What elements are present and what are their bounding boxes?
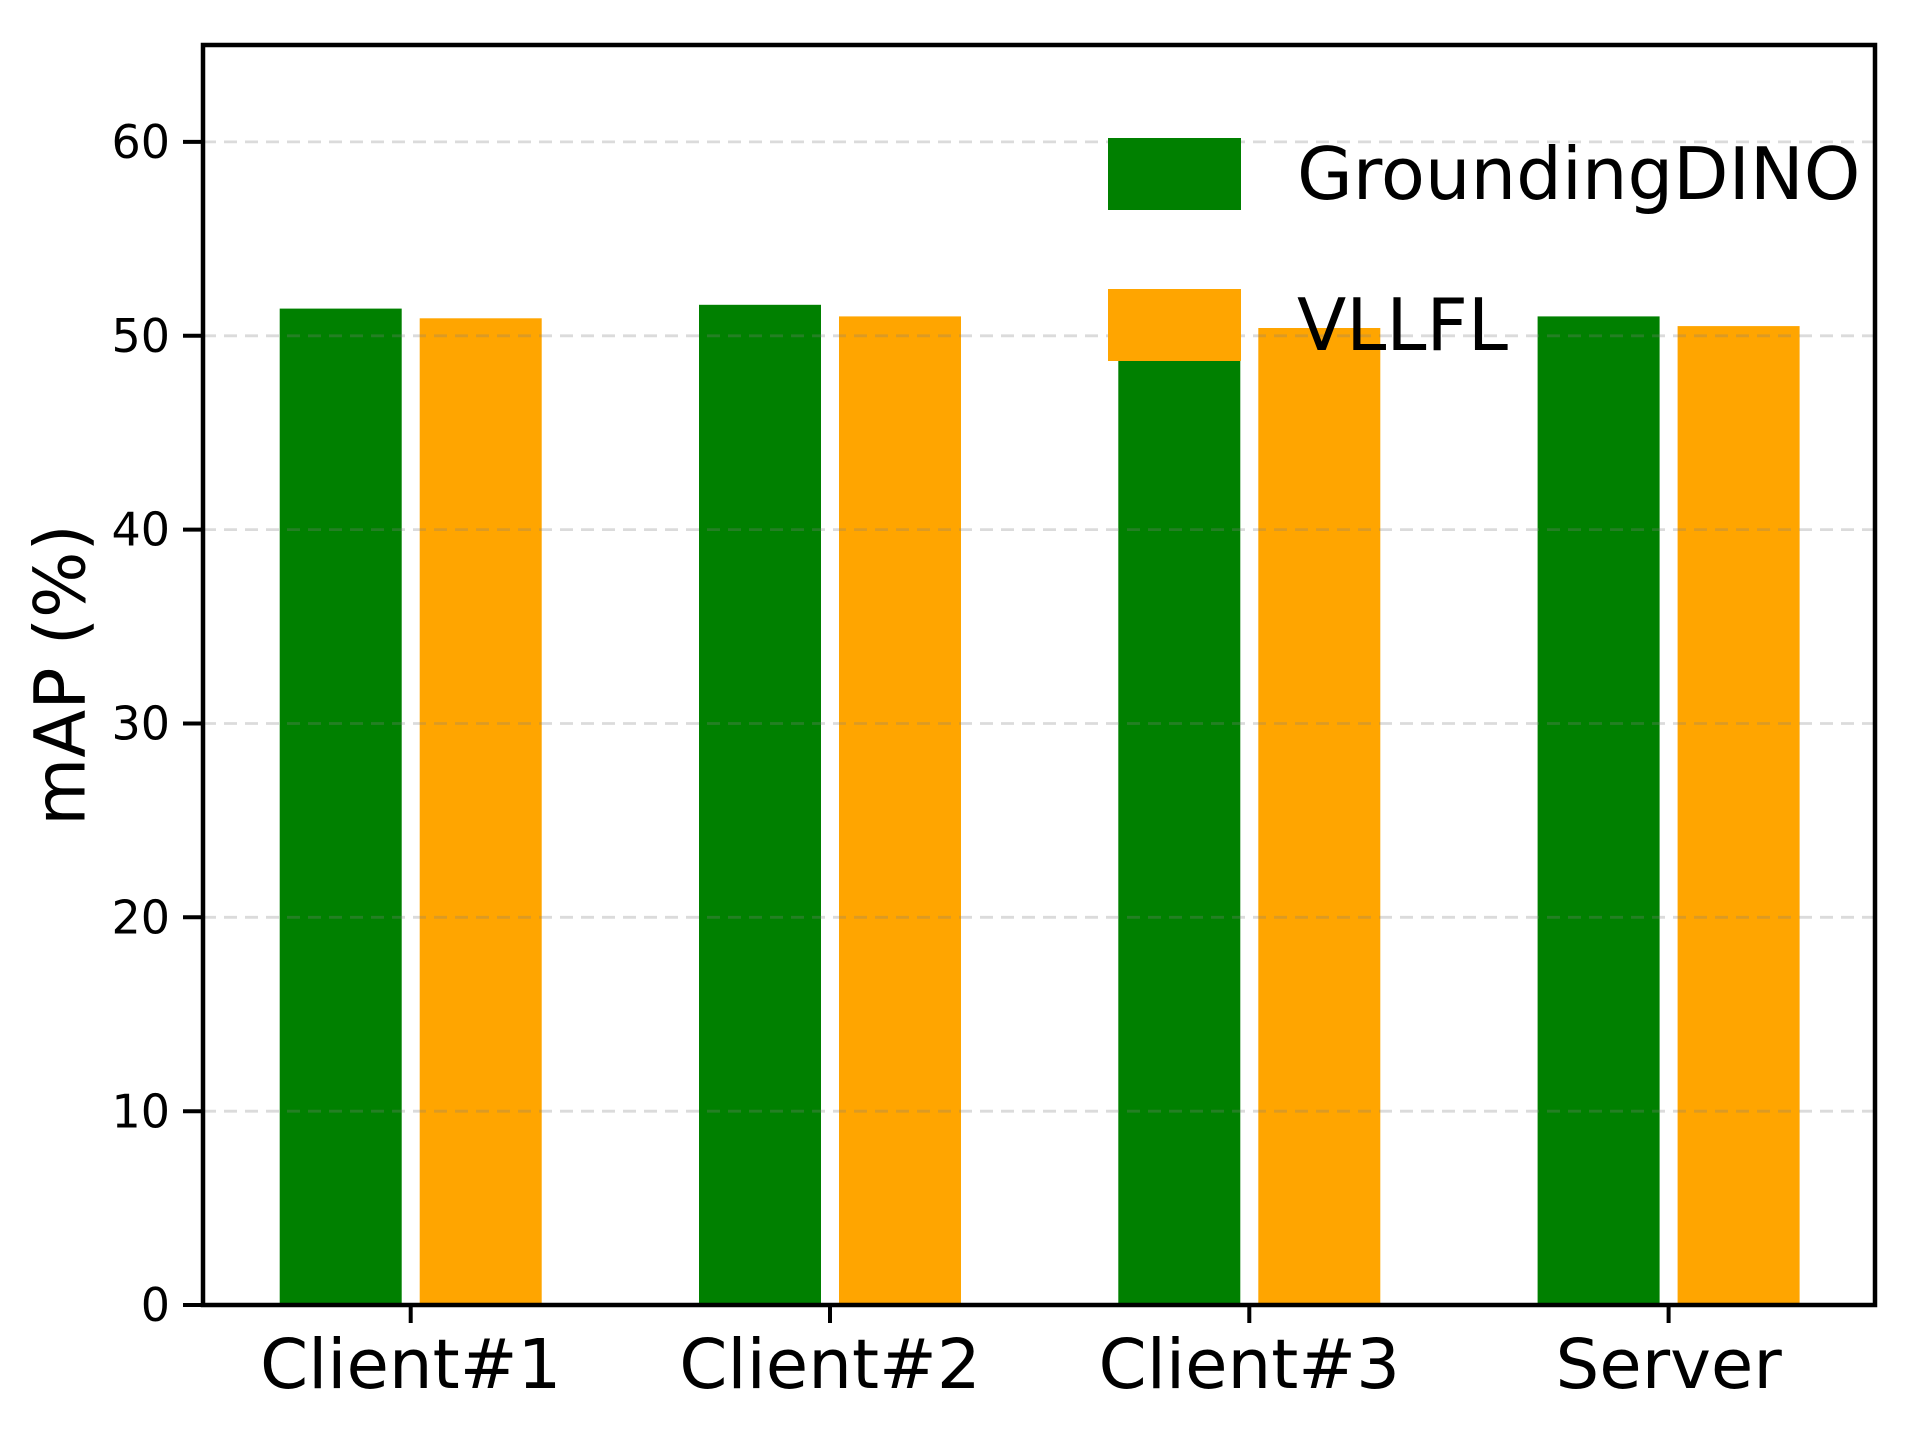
bar-groundingdino-client3 (1118, 312, 1241, 1305)
legend: GroundingDINO VLLFL (1108, 132, 1860, 367)
x-tick-label-client1: Client#1 (260, 1325, 561, 1405)
y-tick-label-10: 10 (111, 1084, 170, 1138)
bar-groundingdino-client2 (699, 304, 821, 1305)
x-tick-label-client2: Client#2 (679, 1325, 980, 1405)
bar-vllfl-server (1677, 326, 1800, 1306)
y-tick-label-30: 30 (111, 697, 170, 751)
bar-vllfl-client2 (839, 316, 961, 1305)
y-tick-label-60: 60 (111, 115, 170, 169)
y-tick-label-50: 50 (111, 309, 170, 363)
legend-label-groundingdino: GroundingDINO (1297, 132, 1860, 216)
y-tick-label-20: 20 (111, 890, 170, 944)
y-tick-label-0: 0 (141, 1278, 170, 1332)
y-tick-label-40: 40 (111, 503, 170, 557)
bars-layer (279, 304, 1800, 1306)
bar-groundingdino-client1 (279, 308, 402, 1306)
legend-label-vllfl: VLLFL (1297, 283, 1508, 367)
gridlines-layer (203, 140, 1875, 1113)
axes-layer: 0 10 20 30 40 50 60 Client#1 Client#2 Client#3 Ser… (111, 42, 1878, 1405)
x-tick-label-client3: Client#3 (1099, 1325, 1400, 1405)
bar-vllfl-client1 (419, 318, 542, 1305)
bar-groundingdino-server (1537, 316, 1660, 1305)
bar-vllfl-client3 (1258, 328, 1381, 1305)
legend-swatch-vllfl (1108, 289, 1241, 361)
y-axis-label: mAP (%) (20, 524, 102, 826)
plot-frame (200, 42, 1878, 1308)
x-tick-label-server: Server (1555, 1325, 1782, 1405)
legend-swatch-groundingdino (1108, 138, 1241, 210)
